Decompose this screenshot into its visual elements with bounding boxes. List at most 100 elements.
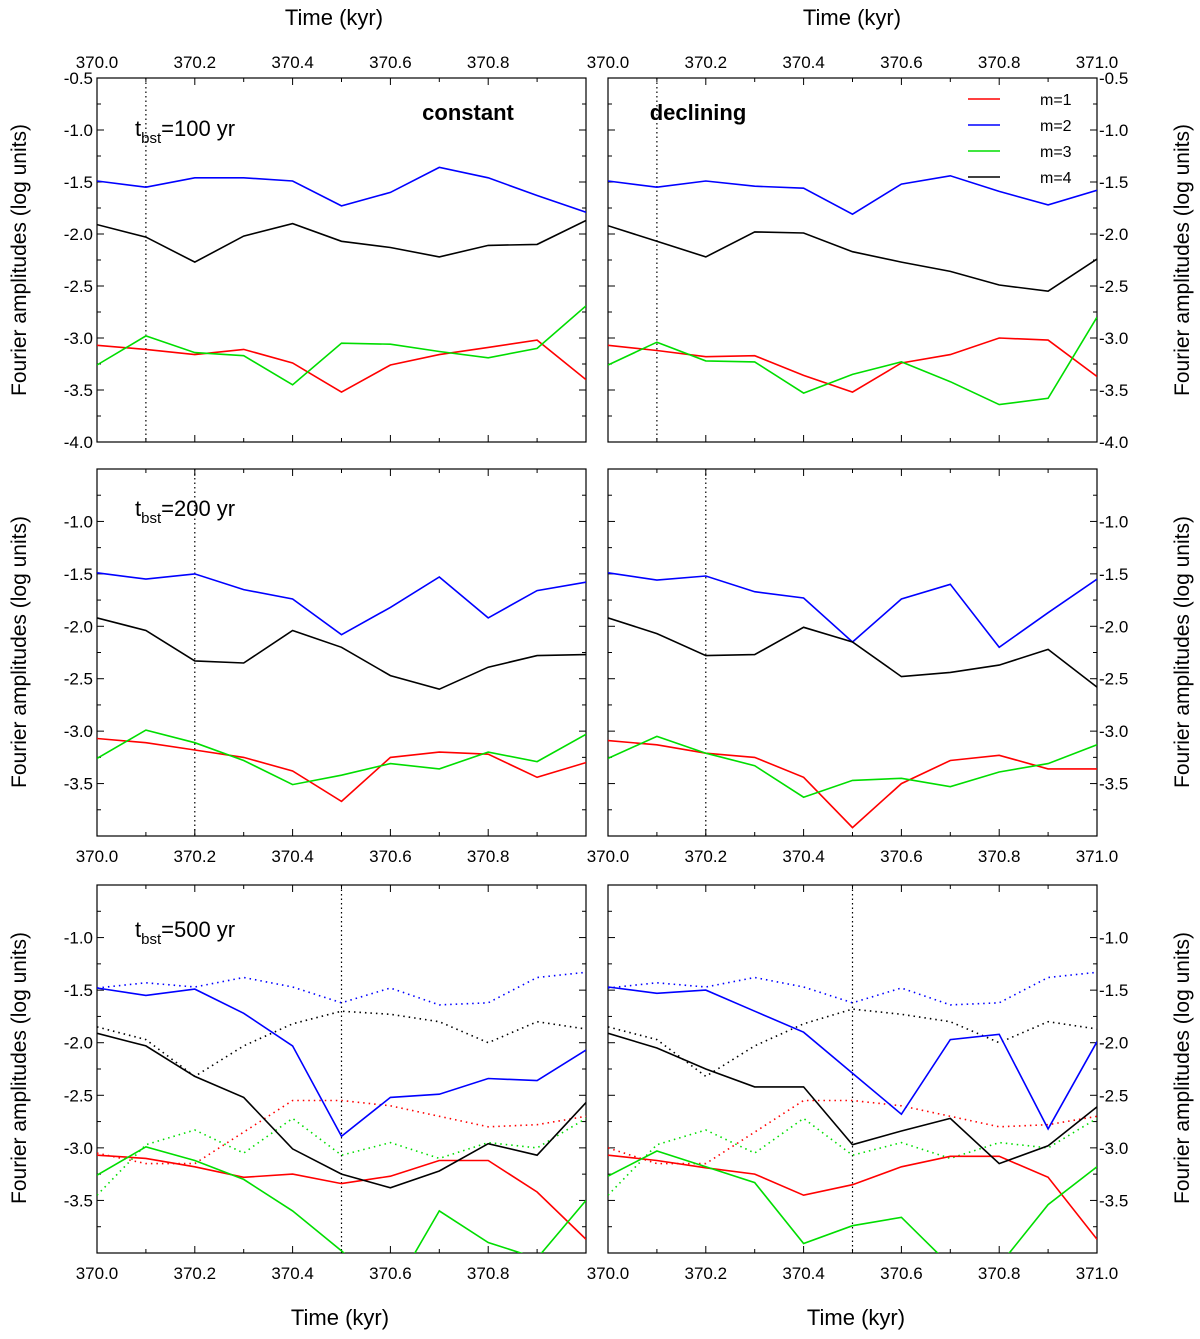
x-tick-label: 370.4: [782, 53, 825, 72]
x-tick-label: 370.0: [76, 53, 119, 72]
y-tick-label: -3.5: [64, 381, 93, 400]
y-tick-label: -3.0: [64, 1139, 93, 1158]
series-m2: [608, 174, 1097, 216]
y-tick-label: -3.0: [64, 722, 93, 741]
y-tick-label: -2.5: [64, 277, 93, 296]
x-tick-label: 370.4: [782, 847, 825, 866]
series-m2: [97, 987, 586, 1138]
plot-frame: [607, 77, 1098, 443]
series-m3: [608, 316, 1097, 406]
y-tick-label: -4.0: [64, 433, 93, 452]
x-tick-label: 370.0: [76, 1264, 119, 1283]
reference-series-m2: [97, 971, 586, 1006]
series-m4: [97, 1032, 586, 1189]
series-m4: [608, 1032, 1097, 1165]
legend-label-m3: m=3: [1040, 144, 1072, 161]
series-m1: [97, 339, 586, 394]
panel-constant-200yr: -3.5 -3.0 -2.5 -2.0 -1.5 -1.0 370.0 370.2 370.4 3…: [64, 468, 587, 866]
bottom-xlabel-right: Time (kyr): [807, 1305, 905, 1330]
series-m4: [608, 224, 1097, 293]
y-tick-label: -2.0: [1099, 1034, 1128, 1053]
x-tick-label: 370.2: [174, 53, 217, 72]
x-tick-label: 370.8: [978, 847, 1021, 866]
y-tick-label: -3.5: [1099, 1191, 1128, 1210]
panel-constant-500yr: -3.5 -3.0 -2.5 -2.0 -1.5 -1.0 370.0 370.2 370.4 3…: [64, 884, 587, 1283]
series-m2: [97, 166, 586, 213]
y-tick-label: -0.5: [1099, 69, 1128, 88]
y-tick-label: -3.5: [64, 775, 93, 794]
x-tick-label: 370.4: [271, 1264, 314, 1283]
y-tick-label: -2.0: [64, 617, 93, 636]
x-tick-label: 371.0: [1076, 847, 1119, 866]
y-tick-label: -3.0: [1099, 722, 1128, 741]
panel-declining-500yr: -3.5 -3.0 -2.5 -2.0 -1.5 -1.0 370.0 370.2 370.4 3…: [587, 884, 1128, 1283]
y-tick-label: -1.5: [1099, 173, 1128, 192]
y-tick-label: -1.0: [1099, 512, 1128, 531]
y-tick-label: -3.0: [64, 329, 93, 348]
y-tick-label: -3.5: [1099, 381, 1128, 400]
plot-area: [608, 885, 1097, 1253]
x-tick-label: 370.0: [587, 53, 630, 72]
series-m1: [608, 1154, 1097, 1240]
tbst-label: tbst=200 yr: [135, 496, 235, 527]
x-tick-label: 370.8: [467, 53, 510, 72]
plot-frame: [96, 468, 587, 837]
x-tick-label: 370.6: [369, 847, 412, 866]
plot-area: [608, 469, 1097, 836]
ylabel-right-row3: Fourier amplitudes (log units): [1171, 932, 1194, 1204]
x-tick-label: 370.4: [271, 53, 314, 72]
x-tick-label: 370.8: [978, 1264, 1021, 1283]
series-m1: [608, 739, 1097, 829]
x-tick-label: 370.8: [467, 1264, 510, 1283]
ylabel-right-row2: Fourier amplitudes (log units): [1171, 516, 1194, 788]
title-declining: declining: [650, 100, 747, 125]
series-m2: [97, 572, 586, 636]
ylabel-left-row3: Fourier amplitudes (log units): [8, 932, 31, 1204]
legend-label-m2: m=2: [1040, 118, 1072, 135]
x-tick-label: 370.0: [587, 847, 630, 866]
ylabel-right-row1: Fourier amplitudes (log units): [1171, 124, 1194, 396]
panel-declining-100yr: -4.0 -3.5 -3.0 -2.5 -2.0 -1.5 -1.0 -0.5 370.0 370…: [587, 53, 1129, 452]
y-tick-label: -2.5: [64, 1086, 93, 1105]
x-tick-label: 370.2: [685, 53, 728, 72]
y-tick-label: -1.5: [64, 981, 93, 1000]
legend: m=1 m=2 m=3 m=4: [968, 92, 1072, 187]
tbst-label: tbst=500 yr: [135, 917, 235, 948]
series-m2: [608, 572, 1097, 649]
series-m1: [97, 737, 586, 803]
series-m1: [97, 1154, 586, 1240]
ylabel-left-row1: Fourier amplitudes (log units): [8, 124, 31, 396]
top-xlabel-right: Time (kyr): [803, 5, 901, 30]
y-tick-label: -1.5: [1099, 981, 1128, 1000]
reference-series-m1: [608, 1099, 1097, 1165]
series-m3: [608, 1150, 1097, 1253]
y-tick-label: -0.5: [64, 69, 93, 88]
series-m3: [97, 729, 586, 786]
x-tick-label: 370.2: [685, 847, 728, 866]
y-tick-label: -1.5: [1099, 565, 1128, 584]
reference-series-m3: [608, 1117, 1097, 1196]
y-tick-label: -2.0: [64, 1034, 93, 1053]
series-m4: [97, 617, 586, 691]
legend-label-m1: m=1: [1040, 92, 1072, 109]
series-m2: [608, 986, 1097, 1131]
y-tick-label: -2.0: [1099, 225, 1128, 244]
plot-area: [608, 78, 1097, 442]
x-tick-label: 370.0: [587, 1264, 630, 1283]
plot-area: [97, 885, 586, 1253]
x-tick-label: 370.2: [174, 847, 217, 866]
y-tick-label: -2.5: [64, 670, 93, 689]
y-tick-label: -3.5: [1099, 775, 1128, 794]
y-tick-label: -1.0: [64, 121, 93, 140]
y-tick-label: -2.5: [1099, 277, 1128, 296]
series-m4: [608, 617, 1097, 688]
y-tick-label: -2.5: [1099, 670, 1128, 689]
series-m3: [608, 735, 1097, 799]
y-tick-label: -2.0: [1099, 617, 1128, 636]
x-tick-label: 370.2: [174, 1264, 217, 1283]
panel-declining-200yr: -3.5 -3.0 -2.5 -2.0 -1.5 -1.0 370.0 370.2 370.4 3…: [587, 468, 1128, 866]
series-m1: [608, 337, 1097, 393]
plot-area: [97, 469, 586, 836]
x-tick-label: 370.6: [369, 53, 412, 72]
